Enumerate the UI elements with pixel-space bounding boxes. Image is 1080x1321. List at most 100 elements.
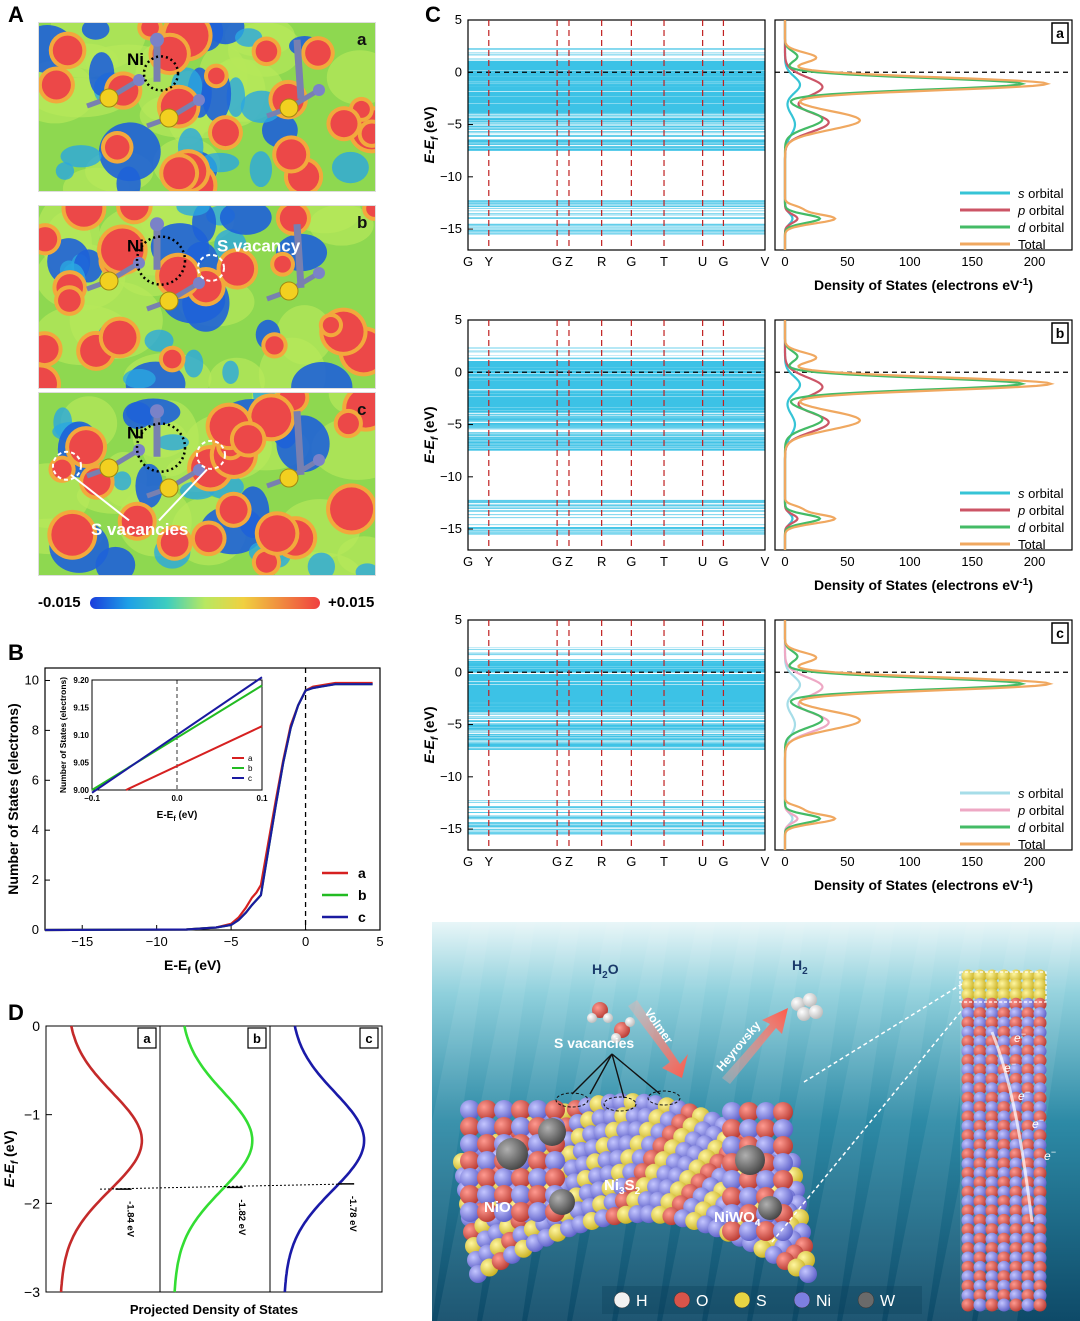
atom-ni: [985, 1101, 999, 1115]
atom-ni: [961, 1138, 975, 1152]
map-blob-cyan: [307, 552, 335, 575]
ni3s2-label: Ni3S2: [604, 1177, 641, 1197]
atom-o: [1021, 1251, 1035, 1265]
atom-ni: [1009, 1157, 1023, 1171]
atom-s: [997, 988, 1011, 1002]
atom-o: [1033, 1110, 1047, 1124]
atom-ni: [1009, 1082, 1023, 1096]
atom-ni: [961, 1044, 975, 1058]
atom-o: [985, 1110, 999, 1124]
dos-x-tick-label: 150: [961, 254, 983, 269]
kpoint-label: V: [761, 854, 770, 869]
map-blob-positive: [330, 110, 358, 138]
atom-ni: [773, 1153, 793, 1173]
kpoint-label: G: [552, 254, 562, 269]
map-blob-positive: [276, 139, 307, 170]
atom-ni: [1021, 1242, 1035, 1256]
atom-w: [735, 1145, 765, 1175]
charge-map-svg: Ni c S vacancies: [39, 393, 375, 575]
pdos-curve-a: [59, 1025, 144, 1293]
atom-o: [973, 1119, 987, 1133]
atom-ni: [973, 1242, 987, 1256]
atom-ni: [1033, 1138, 1047, 1152]
atom-o: [460, 1117, 480, 1137]
atom-o: [1009, 1204, 1023, 1218]
light-ray: [842, 922, 940, 1321]
s-atom: [159, 478, 179, 498]
atom-o: [1021, 1119, 1035, 1133]
y-tick-label: 0: [32, 922, 39, 937]
panel-letter-c: C: [425, 2, 441, 27]
atom-ni: [1021, 1016, 1035, 1030]
y-tick-label: 4: [32, 822, 39, 837]
atom-o: [511, 1168, 531, 1188]
atom-o: [773, 1102, 793, 1122]
atom-o: [1021, 1101, 1035, 1115]
legend-swatch-ni: [793, 1291, 811, 1309]
electron-label: e−: [1004, 1059, 1016, 1075]
legend-label: d orbital: [1018, 820, 1064, 835]
x-axis-label: Projected Density of States: [130, 1302, 298, 1317]
map-blob-positive: [366, 206, 375, 217]
inset-y-tick-label: 9.10: [73, 731, 89, 740]
ni-atom-top: [150, 217, 164, 232]
atom-ni: [997, 1279, 1011, 1293]
atom-ni: [973, 1148, 987, 1162]
atom-ni: [1021, 1035, 1035, 1049]
atom-ni: [1033, 1007, 1047, 1021]
atom-ni: [460, 1168, 480, 1188]
map-blob-positive: [330, 487, 374, 531]
legend-label: s orbital: [1018, 486, 1064, 501]
kpoint-label: Z: [565, 854, 573, 869]
atom-s: [997, 969, 1011, 983]
atom-o: [1021, 1082, 1035, 1096]
volmer-arrow: [628, 1000, 688, 1078]
atom-ni: [961, 1007, 975, 1021]
s-vacancy-arrows: [571, 1053, 661, 1099]
s-atom: [159, 291, 179, 311]
atom-o: [1021, 1007, 1035, 1021]
atom-ni: [477, 1117, 497, 1137]
atom-ni: [1033, 1157, 1047, 1171]
atom-o: [1009, 1260, 1023, 1274]
atom-ni: [1033, 1063, 1047, 1077]
atom-ni: [961, 1270, 975, 1284]
atom-o: [511, 1202, 531, 1222]
legend-label-a: a: [358, 865, 366, 881]
charge-map-svg: Ni a: [39, 23, 375, 191]
h2o-label: H2O: [592, 961, 619, 981]
subplot-tag: a: [143, 1031, 151, 1046]
ni-atom: [313, 84, 325, 96]
colorbar-max-label: +0.015: [328, 594, 375, 611]
dos-x-tick-label: 150: [961, 554, 983, 569]
atom-o: [985, 1129, 999, 1143]
kpoint-label: V: [761, 254, 770, 269]
legend-label-s: S: [756, 1293, 767, 1310]
atom-ni: [799, 1265, 817, 1283]
subplot-tag-box: [247, 1027, 267, 1049]
map-blob-cyan: [176, 206, 210, 216]
zoom-line-top: [803, 983, 963, 1083]
dos-curve-1: [783, 20, 830, 250]
atom-s: [973, 988, 987, 1002]
kpoint-label: R: [597, 854, 606, 869]
atom-o: [528, 1151, 548, 1171]
map-blob-positive: [322, 316, 340, 334]
map-blob-positive: [337, 412, 359, 435]
atom-o: [985, 997, 999, 1011]
atom-ni: [961, 1213, 975, 1227]
map-blob-cyan: [184, 349, 204, 378]
legend-label: d orbital: [1018, 220, 1064, 235]
subplot-tag-box: [359, 1027, 379, 1049]
atom-s: [1021, 978, 1035, 992]
ni-atom-top: [150, 32, 164, 47]
atom-ni: [985, 1251, 999, 1265]
atom-ni: [997, 1298, 1011, 1312]
map-blob-positive: [255, 40, 278, 63]
inset-y-tick-label: 9.20: [73, 676, 89, 685]
map-blob-positive: [51, 513, 94, 556]
atom-o: [1009, 1223, 1023, 1237]
atom-o: [973, 1176, 987, 1190]
atom-ni: [1021, 1148, 1035, 1162]
map-blob-positive: [101, 228, 144, 272]
